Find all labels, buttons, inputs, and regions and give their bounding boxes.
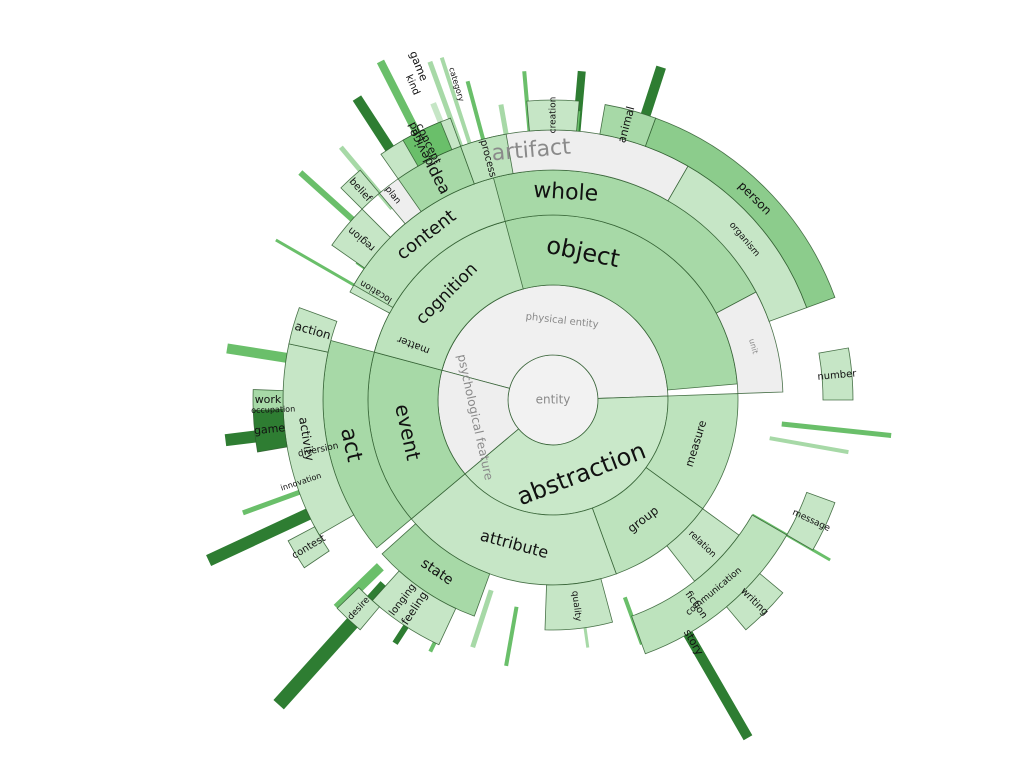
segment-action[interactable] (288, 307, 338, 353)
segment-process[interactable] (460, 133, 514, 185)
segment-belief[interactable] (340, 169, 381, 210)
rings-layer (252, 99, 854, 655)
segment-number[interactable] (818, 347, 854, 401)
spike-13 (470, 589, 494, 649)
spike-12 (504, 606, 519, 667)
segment-region[interactable] (331, 208, 391, 269)
segment-quality[interactable] (544, 578, 614, 631)
spike-5 (640, 65, 666, 117)
segment-entity[interactable] (507, 354, 599, 446)
outer-label-kind: kind (403, 73, 422, 97)
segment-desire[interactable] (336, 586, 381, 631)
outer-label-game: game (407, 49, 431, 83)
segment-work[interactable] (252, 389, 284, 411)
segment-person[interactable] (644, 117, 836, 309)
segment-unit[interactable] (715, 291, 784, 394)
segment-contest[interactable] (287, 526, 330, 569)
segment-game[interactable] (252, 409, 288, 453)
segment-creation[interactable] (526, 99, 580, 132)
spike-26 (376, 59, 421, 135)
spike-7 (769, 436, 849, 455)
spike-28 (465, 80, 488, 150)
spike-6 (781, 421, 892, 439)
segment-message[interactable] (786, 491, 836, 551)
segment-animal[interactable] (599, 104, 657, 147)
segment-feeling[interactable] (371, 570, 457, 646)
segment-concept[interactable] (402, 121, 453, 167)
segment-writing[interactable] (725, 572, 784, 631)
spike-9 (678, 622, 753, 741)
